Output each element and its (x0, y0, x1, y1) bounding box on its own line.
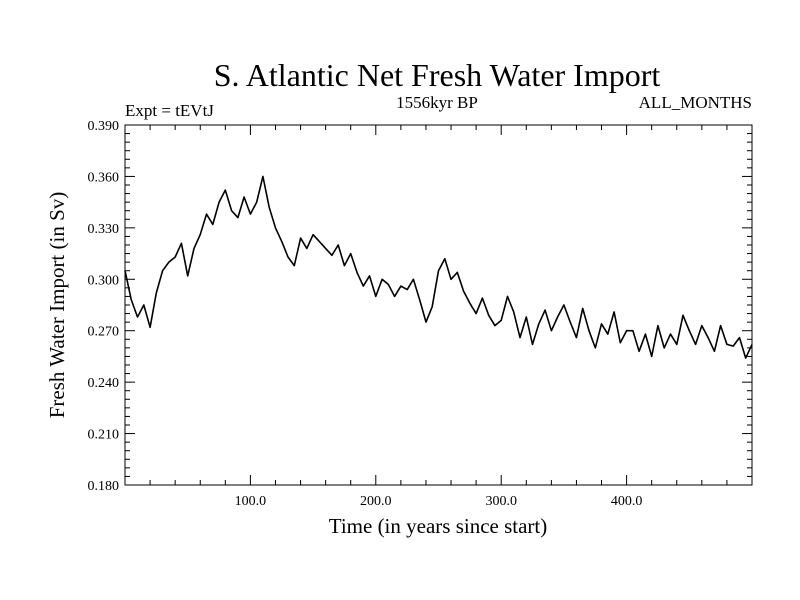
y-tick-label: 0.390 (88, 119, 120, 134)
y-axis-label: Fresh Water Import (in Sv) (45, 192, 69, 419)
chart-title: S. Atlantic Net Fresh Water Import (214, 57, 661, 93)
y-tick-labels: 0.180 0.210 0.240 0.270 0.300 0.330 0.360 0.390 (88, 119, 120, 494)
y-tick-label: 0.180 (88, 479, 120, 494)
y-tick-label: 0.270 (88, 325, 120, 340)
y-tick-label: 0.300 (88, 273, 120, 288)
x-tick-label: 200.0 (360, 494, 392, 509)
experiment-label: Expt = tEVtJ (125, 101, 214, 120)
axis-ticks (125, 124, 752, 486)
months-label: ALL_MONTHS (639, 93, 752, 112)
x-tick-label: 100.0 (235, 494, 267, 509)
series-line-fresh-water-import (124, 175, 753, 359)
x-tick-label: 400.0 (611, 494, 643, 509)
x-tick-label: 300.0 (485, 494, 517, 509)
y-tick-label: 0.210 (88, 428, 120, 443)
plot-frame (124, 124, 753, 486)
y-tick-label: 0.240 (88, 376, 120, 391)
y-tick-label: 0.330 (88, 222, 120, 237)
y-tick-label: 0.360 (88, 170, 120, 185)
plot-area: 100.0 200.0 300.0 400.0 0.180 0.210 0.240 0.27… (88, 119, 753, 509)
period-label: 1556kyr BP (396, 93, 478, 112)
x-tick-labels: 100.0 200.0 300.0 400.0 (235, 494, 643, 509)
x-axis-label: Time (in years since start) (329, 514, 548, 538)
